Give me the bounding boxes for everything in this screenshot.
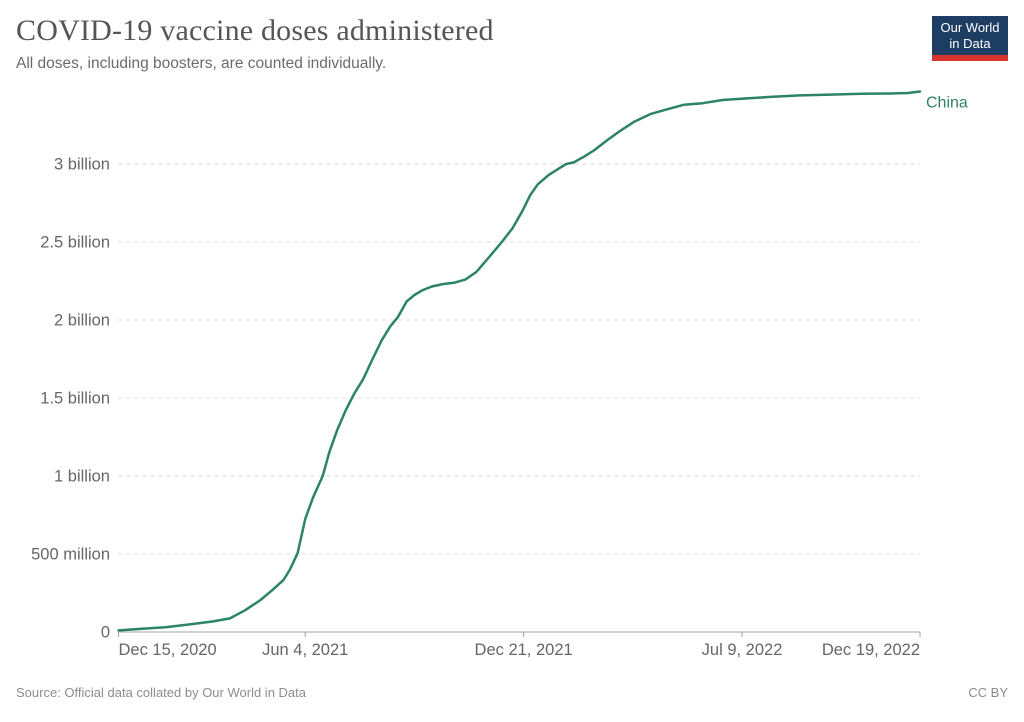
page-title: COVID-19 vaccine doses administered [16, 14, 494, 47]
y-tick-label: 1.5 billion [40, 390, 110, 408]
chart-subtitle: All doses, including boosters, are count… [16, 55, 387, 72]
owid-logo-line1: Our World [940, 20, 1000, 35]
y-tick-label: 2 billion [54, 312, 110, 330]
x-tick-label: Dec 19, 2022 [822, 641, 920, 659]
owid-logo-text: Our World in Data [932, 16, 1008, 55]
y-tick-label: 3 billion [54, 156, 110, 174]
y-tick-label: 0 [101, 624, 110, 642]
x-tick-label: Jun 4, 2021 [262, 641, 348, 659]
x-tick-label: Dec 21, 2021 [475, 641, 573, 659]
license-link[interactable]: CC BY [968, 685, 1008, 700]
x-tick-label: Jul 9, 2022 [702, 641, 783, 659]
series-label-china[interactable]: China [926, 94, 968, 111]
x-tick-label: Dec 15, 2020 [119, 641, 217, 659]
owid-logo-red-bar [932, 55, 1008, 61]
owid-logo-line2: in Data [949, 36, 991, 51]
series-line-china[interactable] [117, 90, 922, 632]
owid-logo[interactable]: Our World in Data [932, 16, 1008, 61]
y-tick-label: 2.5 billion [40, 234, 110, 252]
source-note: Source: Official data collated by Our Wo… [16, 685, 306, 700]
y-tick-label: 500 million [31, 546, 110, 564]
y-tick-label: 1 billion [54, 468, 110, 486]
chart-footer: Source: Official data collated by Our Wo… [16, 685, 1008, 700]
